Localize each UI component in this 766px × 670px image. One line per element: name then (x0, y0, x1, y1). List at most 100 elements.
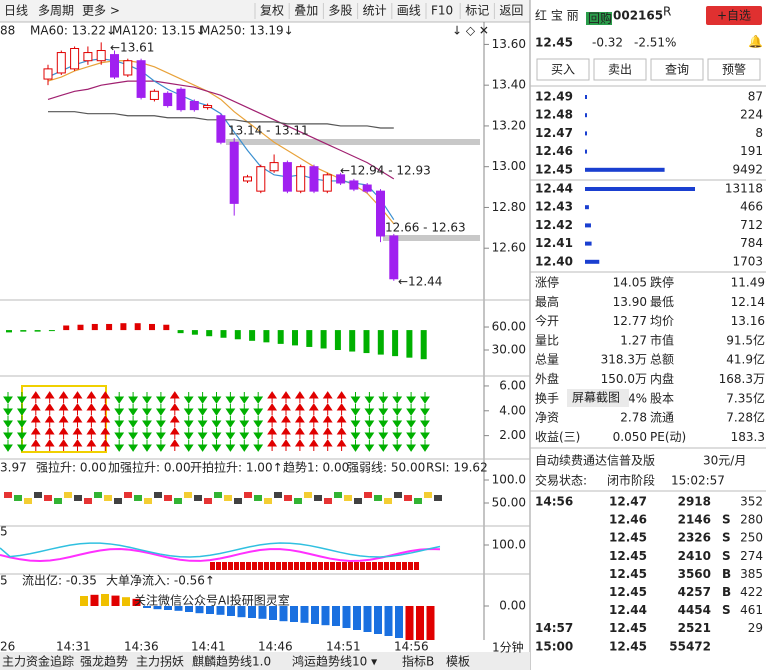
arrow-down (239, 416, 250, 428)
volume-bar (48, 330, 55, 332)
toolbar-item[interactable]: 多周期 (38, 4, 74, 18)
arrow-down (225, 428, 236, 440)
arrow-down (3, 392, 13, 404)
trade-side: B (722, 585, 731, 599)
tab[interactable]: 麒麟趋势线1.0 (192, 654, 271, 669)
tab[interactable]: 指标B (402, 654, 434, 669)
arrow-down (406, 392, 417, 404)
flow-bar (264, 562, 269, 570)
toolbar-button[interactable]: 返回 (499, 4, 523, 18)
toolbar-item[interactable]: 更多 > (82, 4, 120, 18)
book-price: 12.49 (535, 90, 573, 104)
action-button[interactable] (593, 58, 647, 81)
bell-icon[interactable]: 🔔 (748, 35, 763, 49)
arrow-down (225, 440, 236, 452)
money-bar (174, 606, 183, 611)
toolbar-button[interactable]: 画线 (397, 4, 421, 18)
toolbar-button[interactable]: 复权 (260, 4, 284, 18)
volume-bar (292, 330, 298, 346)
money-bar (363, 606, 372, 632)
toolbar-button[interactable]: 统计 (363, 4, 387, 18)
x-tick-label: 14:36 (124, 640, 159, 654)
volume-bar (320, 330, 327, 349)
y-tick-label: 6.00 (499, 378, 526, 392)
stat-value: 91.5亿 (726, 332, 765, 347)
period-label[interactable]: 1分钟 (492, 640, 524, 655)
icon[interactable]: ↓ ◇ ✕ (452, 24, 489, 38)
arrow-up (86, 403, 97, 415)
candle-body (56, 52, 66, 74)
arrow-up (100, 391, 111, 403)
flow-bar (390, 562, 395, 570)
arrow-down (239, 428, 250, 440)
add-button-label[interactable]: +自选 (717, 9, 751, 23)
tab[interactable]: 主力资金追踪 (2, 654, 74, 669)
tab[interactable]: 模板 (446, 655, 470, 669)
money-bar (300, 606, 309, 623)
action-button[interactable] (650, 58, 704, 81)
arrow-up (86, 391, 97, 403)
arrow-down (128, 428, 139, 440)
arrow-down (364, 416, 375, 428)
arrow-down (420, 404, 430, 416)
arrow-down (16, 416, 27, 428)
arrow-up (308, 439, 319, 451)
trade-count: 280 (740, 513, 763, 527)
tab[interactable]: 鸿运趋势线10 ▾ (292, 655, 377, 669)
arrow-down (155, 404, 166, 416)
flow-bar (330, 562, 335, 570)
candle-body (70, 47, 80, 70)
arrow-down (364, 440, 375, 452)
action-label[interactable]: 查询 (665, 63, 689, 77)
volume-bar (91, 323, 98, 331)
action-label[interactable]: 买入 (551, 63, 575, 77)
arrow-down (211, 392, 222, 404)
money-label: 大单净流入: -0.56↑ (106, 574, 215, 588)
action-label[interactable]: 卖出 (608, 63, 632, 77)
stat-value: 13.16 (731, 314, 765, 328)
flow-bar (234, 562, 239, 570)
arrow-down (364, 392, 375, 404)
arrow-down (392, 404, 403, 416)
indicator-block (304, 492, 312, 498)
promo[interactable]: 自动续费通达信普及版 (535, 454, 655, 468)
candle-body (362, 184, 372, 192)
arrow-up (281, 403, 291, 415)
arrow-up (86, 439, 97, 451)
volume-bar (6, 330, 12, 333)
trade-volume: 2918 (678, 495, 711, 509)
add-button[interactable] (706, 6, 762, 25)
money-bar (195, 606, 204, 614)
arrow-up (308, 427, 319, 439)
arrow-down (225, 392, 236, 404)
arrow-up (336, 391, 347, 403)
arrow-down (225, 416, 236, 428)
arrow-up (100, 415, 111, 427)
action-button[interactable] (536, 58, 590, 81)
candle-body (376, 190, 385, 237)
arrow-down (183, 392, 194, 404)
toolbar-item[interactable]: 日线 (4, 4, 28, 18)
arrow-up (44, 415, 55, 427)
indicator-block (144, 498, 152, 504)
arrow-up (294, 391, 305, 403)
toolbar-button[interactable]: 标记 (465, 4, 489, 18)
toolbar-button[interactable]: 叠加 (294, 4, 318, 18)
arrow-up (169, 439, 180, 451)
toolbar-button[interactable]: 多股 (328, 4, 352, 18)
arrow-down (197, 404, 208, 416)
toolbar-button[interactable]: F10 (431, 4, 453, 18)
badge: 回购 (588, 11, 612, 26)
promo-price[interactable]: 30元/月 (703, 454, 746, 468)
volume-bar (177, 330, 184, 334)
arrow-up (30, 415, 41, 427)
flow-bar (384, 562, 389, 570)
tab[interactable]: 主力拐妖 (136, 654, 184, 669)
book-bar (585, 167, 665, 172)
tab[interactable]: 强龙趋势 (80, 655, 128, 669)
money-bar (311, 606, 319, 624)
arrow-down (406, 416, 417, 428)
action-label[interactable]: 预警 (722, 62, 746, 77)
action-button[interactable] (707, 58, 761, 81)
indicator-block (204, 498, 212, 504)
